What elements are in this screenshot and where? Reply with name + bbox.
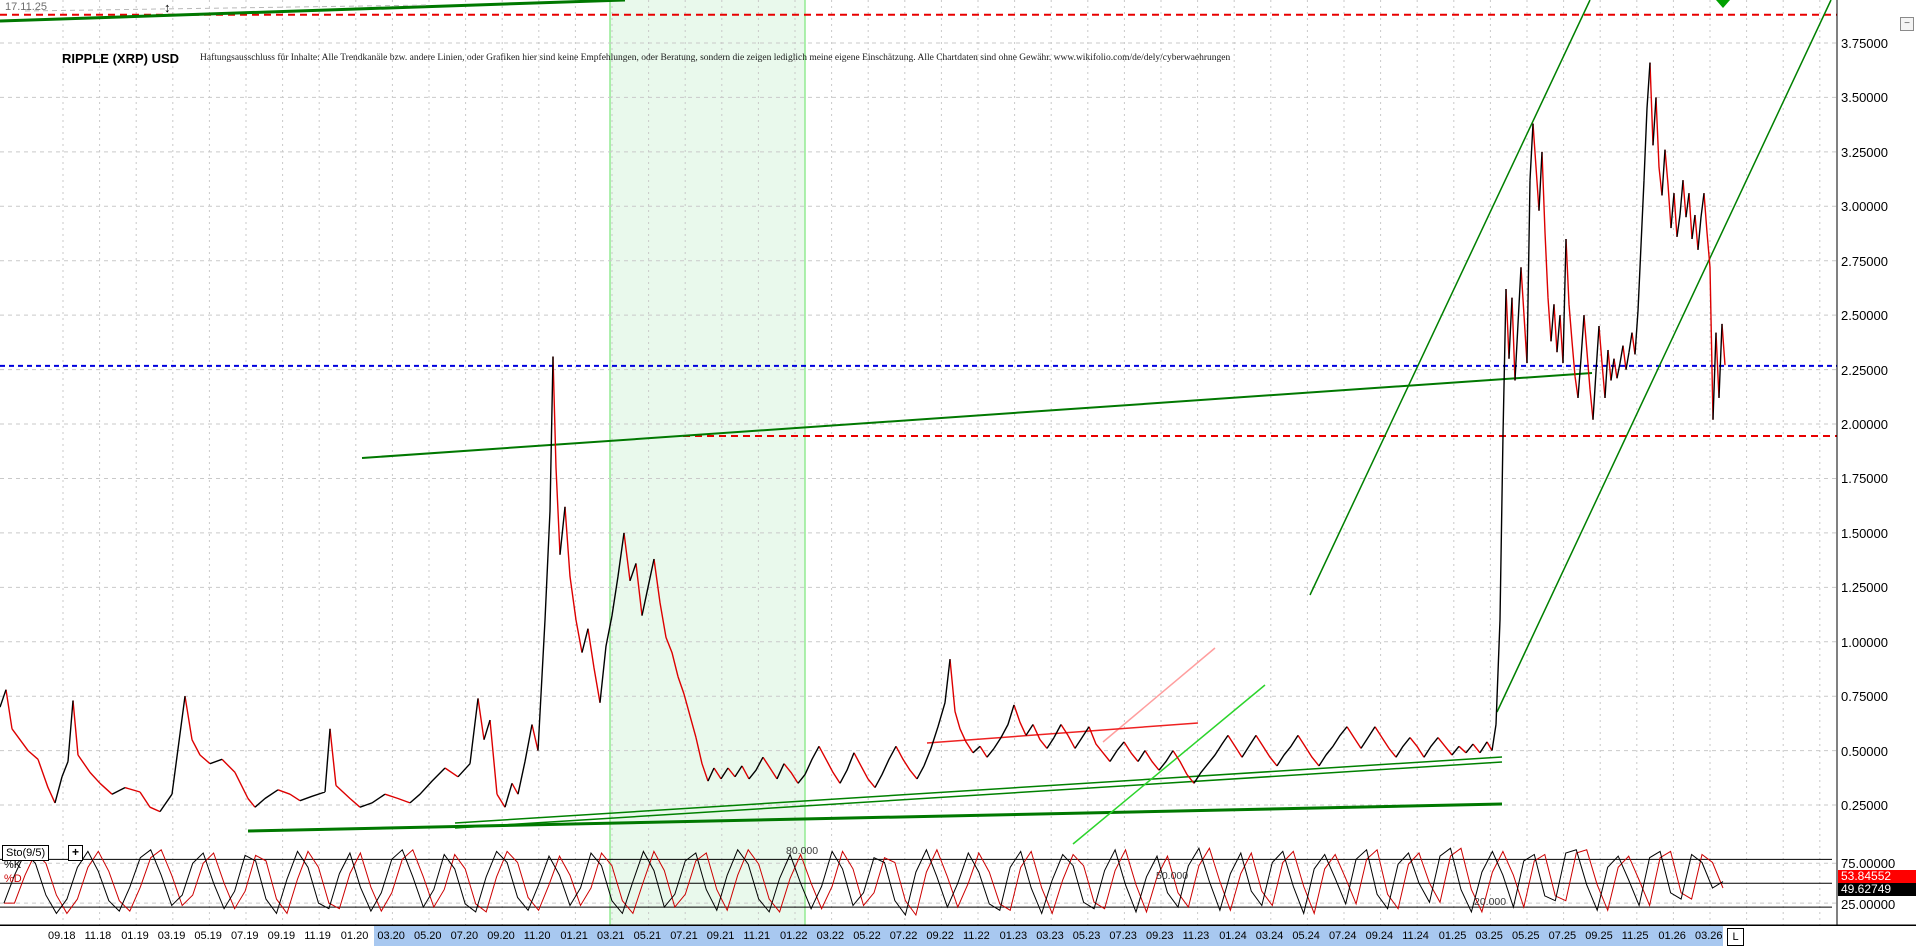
trendline-9 xyxy=(926,722,1199,744)
trendline-8 xyxy=(1102,647,1216,743)
time-tick-label: 03.24 xyxy=(1255,930,1284,942)
time-tick-label: 07.22 xyxy=(889,930,918,942)
time-tick-label: 09.20 xyxy=(487,930,515,942)
time-axis-selected-range[interactable] xyxy=(374,926,1723,946)
highlight-period-band xyxy=(610,0,805,925)
time-tick-label: 07.20 xyxy=(450,930,479,942)
time-tick-label: 03.26 xyxy=(1695,930,1723,942)
sto-level-50-label: 50.000 xyxy=(1156,870,1189,882)
time-tick-label: 05.19 xyxy=(194,930,222,942)
time-tick-label: 03.22 xyxy=(816,930,845,942)
time-tick-label: 07.21 xyxy=(670,930,698,942)
linear-scale-button[interactable]: L xyxy=(1727,928,1744,946)
time-tick-label: 01.24 xyxy=(1219,930,1247,942)
price-tick-label: 2.50000 xyxy=(1841,308,1888,324)
stochastic-k-value-badge: 49.62749 xyxy=(1838,883,1916,896)
price-tick-label: 2.25000 xyxy=(1841,362,1888,378)
price-tick-label: 2.00000 xyxy=(1841,417,1888,433)
price-tick-label: 2.75000 xyxy=(1841,253,1888,269)
stochastic-k-label: %K xyxy=(4,859,22,871)
price-tick-label: 0.75000 xyxy=(1841,689,1888,705)
time-tick-label: 11.23 xyxy=(1182,930,1210,942)
time-tick-label: 11.18 xyxy=(84,930,112,942)
time-tick-label: 09.25 xyxy=(1585,930,1613,942)
time-tick-label: 11.19 xyxy=(304,930,331,942)
time-tick-label: 03.25 xyxy=(1475,930,1503,942)
time-tick-label: 11.25 xyxy=(1621,930,1649,942)
time-tick-label: 07.23 xyxy=(1109,930,1137,942)
time-tick-label: 09.23 xyxy=(1146,930,1174,942)
trendline-1 xyxy=(361,372,1593,459)
price-tick-label: 0.50000 xyxy=(1841,743,1888,759)
time-tick-label: 01.26 xyxy=(1658,930,1686,942)
time-tick-label: 11.24 xyxy=(1402,930,1429,942)
time-tick-label: 03.20 xyxy=(377,930,405,942)
price-tick-label: 1.25000 xyxy=(1841,580,1888,596)
time-tick-label: 01.22 xyxy=(780,930,808,942)
current-bar-marker-icon xyxy=(1716,0,1730,8)
time-tick-label: 09.19 xyxy=(267,930,296,942)
indicator-name-box[interactable]: Sto(9/5) xyxy=(2,845,50,861)
trendline-4 xyxy=(454,761,1503,829)
chart-title: RIPPLE (XRP) USD xyxy=(62,51,180,66)
price-tick-label: 3.75000 xyxy=(1841,36,1888,51)
vertical-resize-cursor-icon: ↕ xyxy=(164,0,171,15)
time-tick-label: 07.24 xyxy=(1329,930,1357,942)
trendline-10 xyxy=(24,4,431,12)
price-tick-label: 1.50000 xyxy=(1841,525,1888,541)
stochastic-d-value-badge: 53.84552 xyxy=(1838,870,1916,883)
time-tick-label: 07.25 xyxy=(1548,930,1577,942)
time-tick-label: 01.21 xyxy=(560,930,588,942)
time-tick-label: 11.20 xyxy=(523,930,551,942)
current-price-badge: 2.26715 xyxy=(1842,358,1888,372)
price-tick-label: 3.50000 xyxy=(1841,90,1888,106)
time-tick-label: 11.21 xyxy=(743,930,771,942)
time-tick-label: 11.22 xyxy=(963,930,990,942)
sto-axis-25: 25.00000 xyxy=(1841,897,1896,912)
time-tick-label: 01.19 xyxy=(121,930,149,942)
time-tick-label: 09.18 xyxy=(48,930,76,942)
collapse-panel-button[interactable]: − xyxy=(1900,17,1914,31)
time-tick-label: 07.19 xyxy=(231,930,259,942)
trendline-5 xyxy=(1309,0,1591,596)
trendline-0 xyxy=(0,0,626,23)
time-tick-label: 09.24 xyxy=(1365,930,1394,942)
time-tick-label: 01.25 xyxy=(1438,930,1467,942)
time-tick-label: 03.23 xyxy=(1036,930,1064,942)
time-tick-label: 05.21 xyxy=(633,930,662,942)
time-tick-label: 05.23 xyxy=(1072,930,1101,942)
stochastic-d-line xyxy=(4,846,1724,917)
price-tick-label: 1.75000 xyxy=(1841,471,1888,487)
price-tick-label: 3.00000 xyxy=(1841,199,1888,215)
time-tick-label: 01.23 xyxy=(999,930,1028,942)
time-tick-label: 03.19 xyxy=(157,930,186,942)
time-tick-label: 09.22 xyxy=(926,930,954,942)
time-tick-label: 05.24 xyxy=(1292,930,1320,942)
trendline-7 xyxy=(1072,684,1266,845)
time-tick-label: 05.20 xyxy=(414,930,442,942)
price-series-up-segments xyxy=(0,62,1723,812)
time-tick-label: 01.20 xyxy=(340,930,369,942)
price-tick-label: 3.25000 xyxy=(1841,144,1888,160)
stochastic-k-line xyxy=(3,846,1724,917)
sto-level-20-label: 20.000 xyxy=(1474,896,1507,908)
stochastic-d-label: %D xyxy=(4,873,22,885)
trendline-2 xyxy=(247,802,1503,833)
trendline-3 xyxy=(454,756,1503,824)
trendline-6 xyxy=(1496,0,1832,713)
time-tick-label: 05.22 xyxy=(853,930,881,942)
disclaimer-text: Haftungsausschluss für Inhalte: Alle Tre… xyxy=(200,53,1231,63)
price-tick-label: 1.00000 xyxy=(1841,634,1888,650)
current-date-stamp: 17.11.25 xyxy=(5,1,48,13)
sto-axis-75: 75.00000 xyxy=(1841,856,1896,871)
indicator-add-button[interactable]: + xyxy=(68,845,83,861)
sto-level-80-label: 80.000 xyxy=(786,845,819,857)
time-tick-label: 05.25 xyxy=(1512,930,1540,942)
time-tick-label: 03.21 xyxy=(597,930,625,942)
price-tick-label: 0.25000 xyxy=(1841,798,1888,814)
price-series-down-segments xyxy=(5,62,1726,813)
time-tick-label: 09.21 xyxy=(706,930,735,942)
